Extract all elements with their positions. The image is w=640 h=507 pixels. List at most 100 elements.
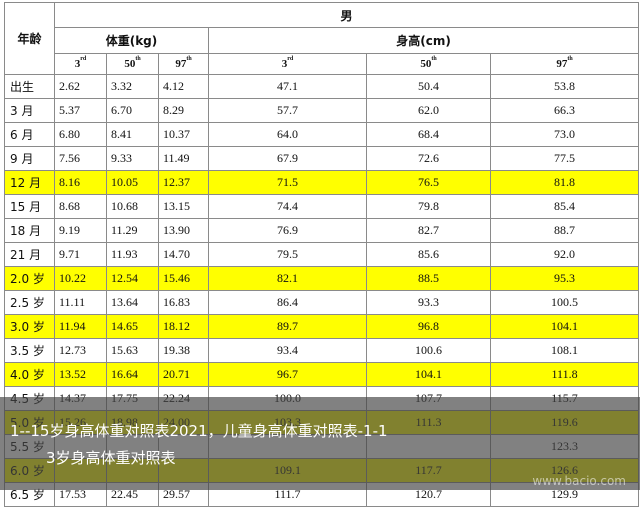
caption-line-2: 3岁身高体重对照表 bbox=[46, 449, 176, 467]
caption-line-1: 1--15岁身高体重对照表2021，儿童身高体重对照表-1-1 bbox=[10, 422, 388, 440]
table-row: 18 月 9.19 11.29 13.90 76.9 82.7 88.7 bbox=[4, 218, 640, 243]
height-cell: 66.3 bbox=[489, 98, 640, 123]
height-cell: 53.8 bbox=[489, 74, 640, 99]
weight-cell: 13.64 bbox=[106, 290, 159, 315]
weight-cell: 8.29 bbox=[158, 98, 209, 123]
weight-percentile-header: 97th bbox=[158, 53, 209, 75]
weight-cell: 15.63 bbox=[106, 338, 159, 363]
table-row: 3.0 岁 11.94 14.65 18.12 89.7 96.8 104.1 bbox=[4, 314, 640, 339]
height-cell: 76.9 bbox=[208, 218, 367, 243]
height-cell: 57.7 bbox=[208, 98, 367, 123]
weight-cell: 9.19 bbox=[54, 218, 107, 243]
age-cell: 出生 bbox=[4, 74, 55, 99]
weight-cell: 18.12 bbox=[158, 314, 209, 339]
age-cell: 15 月 bbox=[4, 194, 55, 219]
height-percentile-header: 3rd bbox=[208, 53, 367, 75]
weight-cell: 13.52 bbox=[54, 362, 107, 387]
height-cell: 85.6 bbox=[366, 242, 491, 267]
percentile-suffix: th bbox=[567, 56, 573, 62]
weight-cell: 10.22 bbox=[54, 266, 107, 291]
weight-cell: 5.37 bbox=[54, 98, 107, 123]
weight-cell: 9.33 bbox=[106, 146, 159, 171]
age-cell: 6 月 bbox=[4, 122, 55, 147]
weight-cell: 16.64 bbox=[106, 362, 159, 387]
weight-cell: 3.32 bbox=[106, 74, 159, 99]
weight-percentile-header: 3rd bbox=[54, 53, 107, 75]
weight-cell: 4.12 bbox=[158, 74, 209, 99]
weight-cell: 11.49 bbox=[158, 146, 209, 171]
weight-cell: 14.65 bbox=[106, 314, 159, 339]
percentile-number: 3 bbox=[281, 58, 288, 70]
weight-cell: 16.83 bbox=[158, 290, 209, 315]
weight-cell: 12.73 bbox=[54, 338, 107, 363]
weight-cell: 11.11 bbox=[54, 290, 107, 315]
height-cell: 68.4 bbox=[366, 122, 491, 147]
height-percentile-header: 97th bbox=[489, 53, 640, 75]
height-cell: 74.4 bbox=[208, 194, 367, 219]
percentile-number: 50 bbox=[420, 58, 432, 70]
weight-cell: 9.71 bbox=[54, 242, 107, 267]
height-cell: 82.1 bbox=[208, 266, 367, 291]
height-cell: 79.5 bbox=[208, 242, 367, 267]
height-cell: 81.8 bbox=[489, 170, 640, 195]
percentile-number: 50 bbox=[124, 58, 136, 70]
weight-cell: 14.70 bbox=[158, 242, 209, 267]
age-header: 年龄 bbox=[4, 2, 55, 75]
weight-cell: 12.54 bbox=[106, 266, 159, 291]
age-cell: 3.0 岁 bbox=[4, 314, 55, 339]
percentile-suffix: th bbox=[135, 56, 141, 62]
weight-cell: 12.37 bbox=[158, 170, 209, 195]
height-cell: 88.7 bbox=[489, 218, 640, 243]
weight-cell: 11.93 bbox=[106, 242, 159, 267]
height-cell: 88.5 bbox=[366, 266, 491, 291]
percentile-suffix: rd bbox=[80, 56, 87, 62]
height-cell: 100.5 bbox=[489, 290, 640, 315]
weight-cell: 13.90 bbox=[158, 218, 209, 243]
weight-cell: 6.70 bbox=[106, 98, 159, 123]
age-cell: 3.5 岁 bbox=[4, 338, 55, 363]
table-row: 6 月 6.80 8.41 10.37 64.0 68.4 73.0 bbox=[4, 122, 640, 147]
weight-cell: 13.15 bbox=[158, 194, 209, 219]
weight-cell: 7.56 bbox=[54, 146, 107, 171]
height-cell: 93.3 bbox=[366, 290, 491, 315]
weight-cell: 8.68 bbox=[54, 194, 107, 219]
percentile-number: 97 bbox=[175, 58, 187, 70]
gender-header: 男 bbox=[53, 2, 640, 28]
height-percentile-header: 50th bbox=[366, 53, 491, 75]
height-cell: 93.4 bbox=[208, 338, 367, 363]
weight-cell: 11.29 bbox=[106, 218, 159, 243]
height-cell: 64.0 bbox=[208, 122, 367, 147]
height-cell: 73.0 bbox=[489, 122, 640, 147]
height-cell: 67.9 bbox=[208, 146, 367, 171]
height-cell: 111.8 bbox=[489, 362, 640, 387]
weight-cell: 10.05 bbox=[106, 170, 159, 195]
weight-cell: 6.80 bbox=[54, 122, 107, 147]
height-cell: 108.1 bbox=[489, 338, 640, 363]
table-row: 9 月 7.56 9.33 11.49 67.9 72.6 77.5 bbox=[4, 146, 640, 171]
height-cell: 92.0 bbox=[489, 242, 640, 267]
weight-cell: 2.62 bbox=[54, 74, 107, 99]
height-cell: 96.7 bbox=[208, 362, 367, 387]
height-cell: 104.1 bbox=[489, 314, 640, 339]
weight-cell: 11.94 bbox=[54, 314, 107, 339]
age-cell: 12 月 bbox=[4, 170, 55, 195]
image-caption: 1--15岁身高体重对照表2021，儿童身高体重对照表-1-1 3岁身高体重对照… bbox=[0, 418, 640, 472]
percentile-number: 3 bbox=[74, 58, 81, 70]
percentile-suffix: rd bbox=[287, 56, 294, 62]
height-cell: 82.7 bbox=[366, 218, 491, 243]
height-cell: 76.5 bbox=[366, 170, 491, 195]
weight-header: 体重(kg) bbox=[54, 27, 209, 54]
weight-cell: 19.38 bbox=[158, 338, 209, 363]
weight-cell: 10.68 bbox=[106, 194, 159, 219]
weight-cell: 8.41 bbox=[106, 122, 159, 147]
height-cell: 96.8 bbox=[366, 314, 491, 339]
table-row: 2.5 岁 11.11 13.64 16.83 86.4 93.3 100.5 bbox=[4, 290, 640, 315]
height-cell: 77.5 bbox=[489, 146, 640, 171]
height-cell: 100.6 bbox=[366, 338, 491, 363]
percentile-header-row: 3rd 50th 97th 3rd 50th 97th bbox=[5, 53, 640, 75]
height-cell: 62.0 bbox=[366, 98, 491, 123]
age-cell: 2.0 岁 bbox=[4, 266, 55, 291]
age-cell: 4.0 岁 bbox=[4, 362, 55, 387]
weight-cell: 8.16 bbox=[54, 170, 107, 195]
height-cell: 72.6 bbox=[366, 146, 491, 171]
